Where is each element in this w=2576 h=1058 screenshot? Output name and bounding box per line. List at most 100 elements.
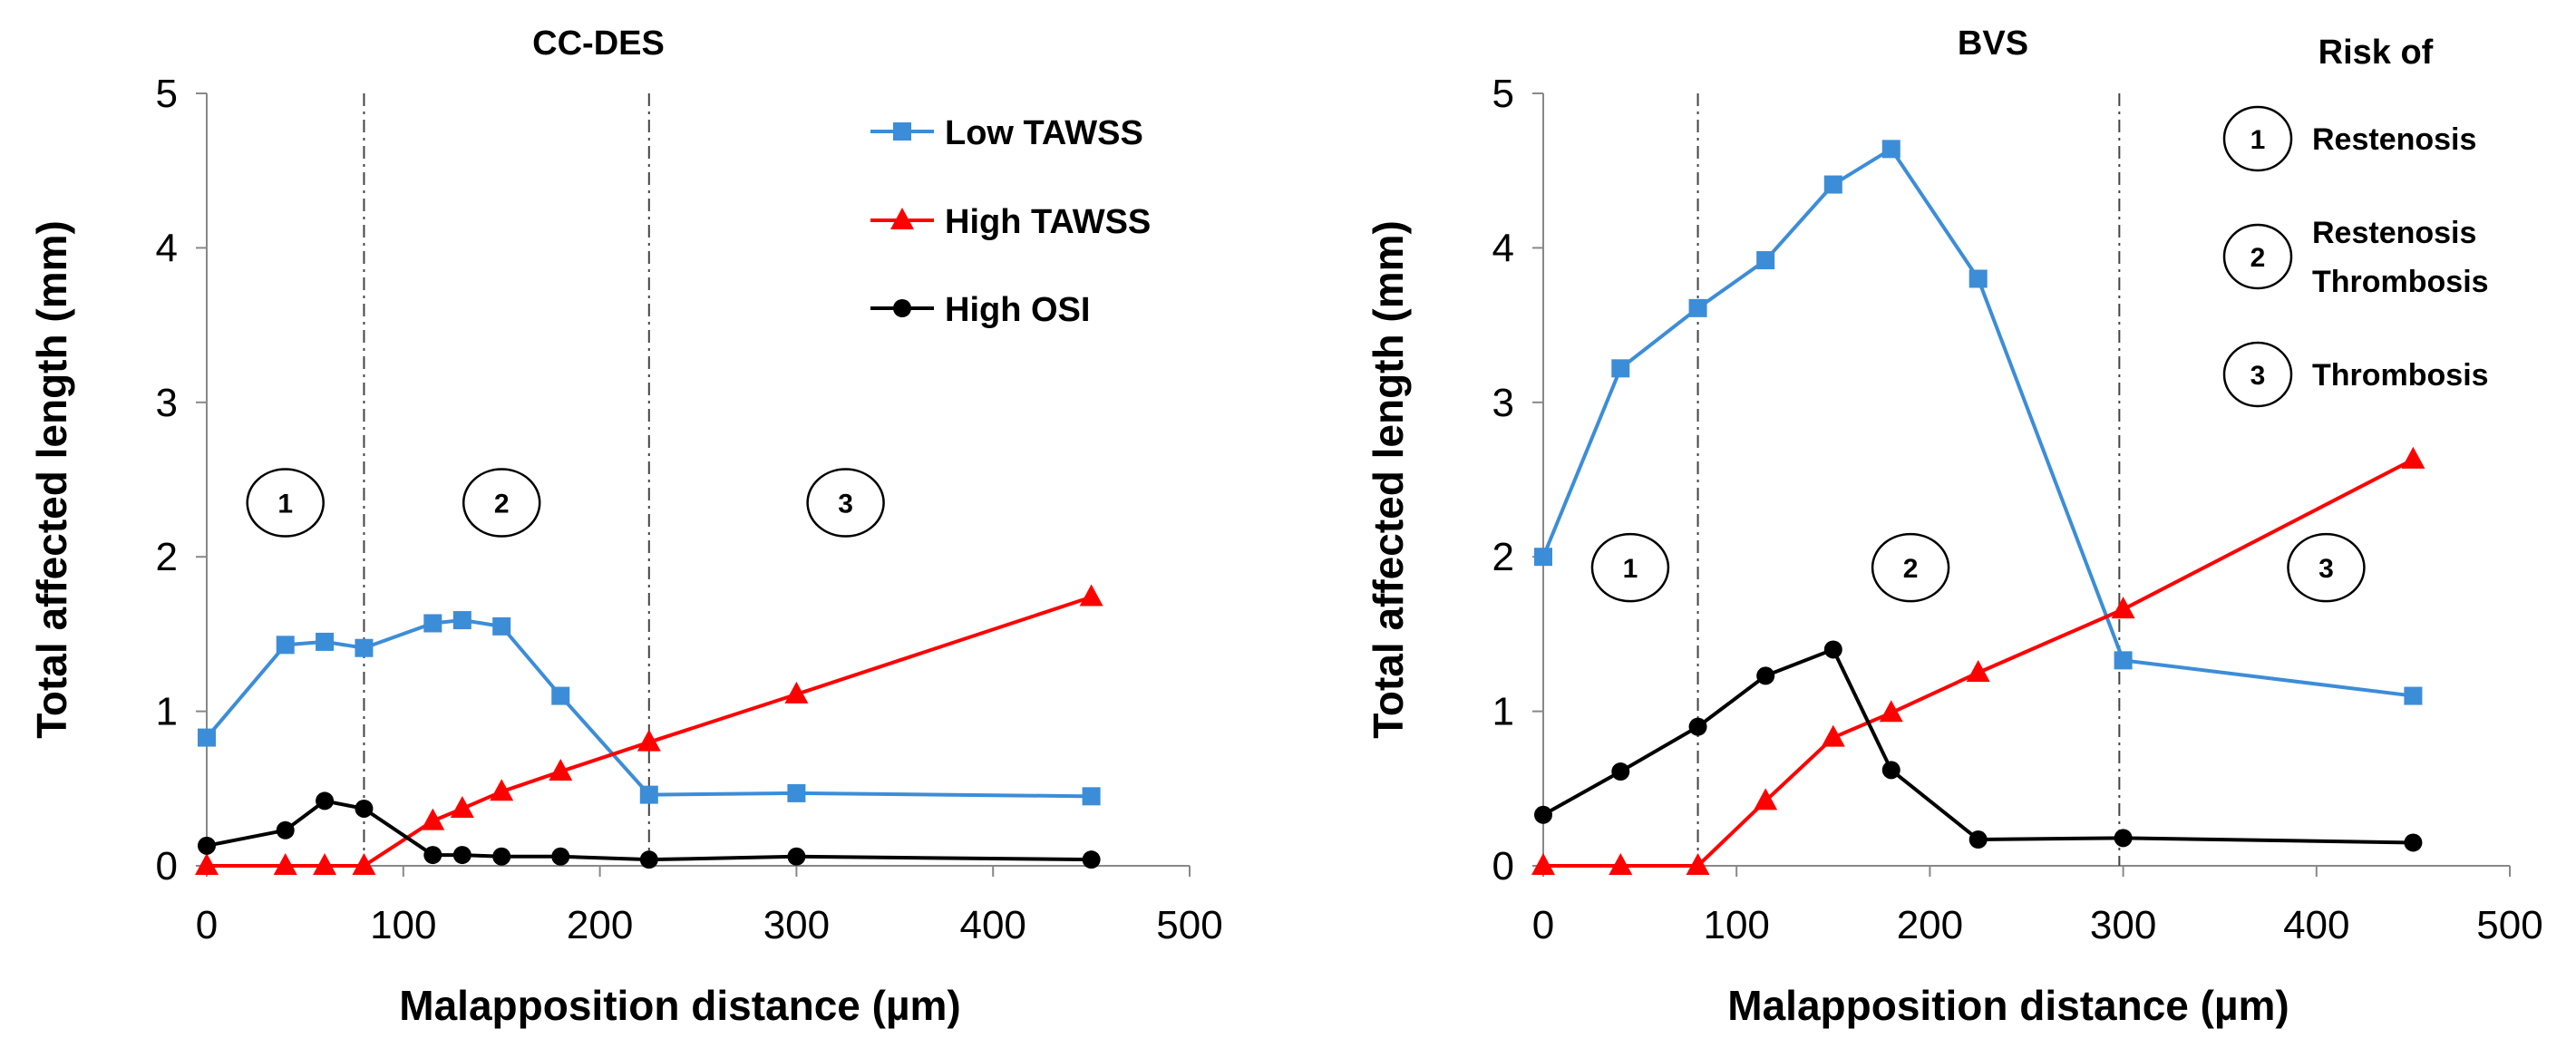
data-point bbox=[1756, 251, 1775, 270]
data-point bbox=[355, 638, 374, 657]
data-point bbox=[452, 846, 471, 865]
zone-circle bbox=[246, 468, 325, 538]
y-axis-label: Total affected length (mm) bbox=[28, 220, 75, 739]
data-point bbox=[1823, 175, 1842, 194]
data-point bbox=[1611, 359, 1630, 378]
data-point bbox=[1966, 660, 1990, 682]
zone-number: 3 bbox=[2318, 554, 2334, 584]
x-axis-label: Malapposition distance (µm) bbox=[399, 982, 960, 1029]
risk-number: 3 bbox=[2250, 361, 2266, 391]
data-point bbox=[1823, 640, 1842, 659]
data-point bbox=[549, 759, 573, 781]
series-low-tawss bbox=[1534, 140, 2423, 705]
data-point bbox=[352, 853, 376, 875]
legend-label: High OSI bbox=[945, 291, 1090, 329]
data-point bbox=[490, 779, 514, 801]
data-point bbox=[1686, 853, 1710, 875]
risk-circle bbox=[2222, 223, 2293, 290]
y-tick-label: 5 bbox=[1492, 72, 1514, 116]
zone-number: 1 bbox=[277, 490, 293, 519]
risk-entry: 1 Restenosis bbox=[2222, 105, 2476, 172]
data-point bbox=[316, 632, 335, 651]
data-point bbox=[1082, 787, 1101, 806]
data-point bbox=[1082, 850, 1101, 869]
series-high-osi bbox=[1534, 640, 2423, 852]
series-high-osi bbox=[198, 791, 1101, 869]
data-point bbox=[787, 847, 806, 866]
x-tick-label: 300 bbox=[763, 903, 830, 947]
x-tick-label: 500 bbox=[2476, 903, 2542, 947]
data-point bbox=[492, 616, 511, 636]
data-point bbox=[423, 614, 442, 633]
risk-entry: 2 Restenosis Thrombosis bbox=[2222, 216, 2489, 299]
data-point bbox=[1968, 830, 1988, 849]
data-point bbox=[421, 808, 445, 830]
data-point bbox=[1688, 298, 1707, 317]
x-axis-label: Malapposition distance (µm) bbox=[1727, 982, 2289, 1029]
legend-marker bbox=[890, 208, 914, 229]
data-point bbox=[1079, 584, 1103, 607]
data-point bbox=[452, 611, 471, 630]
x-tick-label: 100 bbox=[1703, 903, 1769, 947]
y-tick-label: 3 bbox=[156, 381, 178, 425]
data-point bbox=[784, 681, 809, 704]
chart-title: CC-DES bbox=[532, 24, 665, 63]
legend-label: High TAWSS bbox=[945, 203, 1151, 241]
data-point bbox=[273, 853, 297, 875]
zone-circle bbox=[462, 468, 541, 538]
zone-circle bbox=[1590, 532, 1670, 603]
legend-entry: Low TAWSS bbox=[870, 114, 1143, 152]
y-tick-label: 4 bbox=[156, 226, 178, 270]
y-tick-label: 5 bbox=[156, 72, 178, 116]
data-point bbox=[316, 791, 335, 810]
data-point bbox=[637, 729, 661, 752]
data-point bbox=[1756, 666, 1775, 685]
chart-1: CC-DES 0 1 2 3 4 5 0 100 200 300 400 500 Malappositio… bbox=[28, 24, 1223, 1029]
data-point bbox=[355, 799, 374, 818]
legend-entry: High OSI bbox=[870, 291, 1090, 329]
data-point bbox=[1534, 805, 1552, 824]
legend-label: Low TAWSS bbox=[945, 114, 1143, 152]
zone-number: 3 bbox=[838, 490, 853, 519]
data-point bbox=[2114, 651, 2133, 670]
x-tick-label: 0 bbox=[1532, 903, 1554, 947]
x-tick-label: 0 bbox=[196, 903, 218, 947]
data-point bbox=[1534, 548, 1552, 567]
chart-2: BVS 0 1 2 3 4 5 0 100 200 300 400 500 Malapposition d… bbox=[1365, 24, 2543, 1029]
data-point bbox=[2114, 829, 2133, 848]
x-tick-label: 400 bbox=[2283, 903, 2349, 947]
y-axis-label: Total affected length (mm) bbox=[1365, 220, 1412, 739]
data-point bbox=[195, 853, 219, 875]
zone-number: 1 bbox=[1623, 554, 1638, 584]
zone-number: 2 bbox=[494, 490, 510, 519]
risk-label: Thrombosis bbox=[2312, 265, 2489, 299]
x-tick-label: 500 bbox=[1156, 903, 1222, 947]
data-point bbox=[551, 847, 570, 866]
series-low-tawss bbox=[198, 611, 1101, 806]
data-point bbox=[1754, 788, 1778, 810]
data-point bbox=[198, 836, 216, 855]
data-point bbox=[450, 795, 474, 818]
legend-entry: High TAWSS bbox=[870, 203, 1151, 241]
y-tick-label: 0 bbox=[1492, 844, 1514, 888]
data-point bbox=[2401, 446, 2425, 469]
y-tick-label: 0 bbox=[156, 844, 178, 888]
data-point bbox=[1611, 762, 1630, 781]
data-point bbox=[639, 850, 658, 869]
risk-number: 1 bbox=[2250, 125, 2266, 155]
data-point bbox=[2111, 597, 2135, 619]
data-point bbox=[313, 853, 337, 875]
risk-label: Thrombosis bbox=[2312, 358, 2489, 393]
data-point bbox=[551, 686, 570, 705]
x-tick-label: 400 bbox=[959, 903, 1026, 947]
data-point bbox=[2404, 833, 2423, 852]
data-point bbox=[1688, 717, 1707, 736]
risk-title: Risk of bbox=[2318, 34, 2434, 72]
x-tick-label: 100 bbox=[370, 903, 436, 947]
x-tick-label: 200 bbox=[1897, 903, 1963, 947]
risk-entry: 3 Thrombosis bbox=[2222, 341, 2489, 408]
series-high-tawss bbox=[1531, 446, 2425, 875]
data-point bbox=[1881, 140, 1900, 159]
y-tick-label: 1 bbox=[156, 690, 178, 734]
